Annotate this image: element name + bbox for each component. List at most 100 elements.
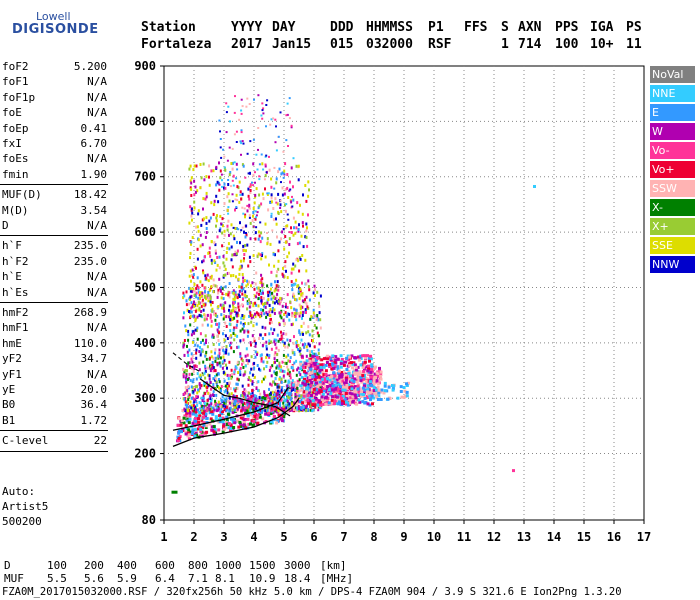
echo-point (363, 354, 367, 358)
echo-point (212, 290, 215, 294)
echo-point (285, 302, 287, 306)
param-row-d: D N/A (2, 219, 107, 233)
echo-point (286, 410, 290, 414)
echo-point (363, 388, 367, 392)
echo-point (196, 337, 199, 341)
echo-point (216, 256, 219, 259)
echo-point (379, 390, 383, 394)
echo-point (286, 293, 289, 297)
echo-point (229, 406, 232, 410)
echo-point (242, 423, 246, 427)
echo-point (255, 303, 258, 307)
echo-point (195, 348, 198, 352)
echo-point (191, 406, 194, 410)
echo-point (278, 302, 281, 306)
echo-point (241, 400, 243, 404)
echo-point (204, 366, 207, 370)
echo-point (259, 221, 262, 224)
echo-point (253, 294, 256, 298)
echo-point (222, 424, 226, 428)
echo-point (194, 388, 196, 392)
hdr-ffs: FFS (464, 20, 488, 35)
echo-point (242, 244, 245, 248)
echo-point (188, 396, 191, 399)
echo-point (284, 361, 287, 365)
echo-point (288, 189, 291, 192)
echo-point (406, 381, 410, 385)
echo-point (224, 400, 227, 404)
echo-point (300, 394, 303, 398)
echo-point (312, 314, 315, 318)
echo-point (258, 178, 261, 181)
echo-point (296, 242, 299, 246)
echo-point (199, 430, 203, 433)
echo-point (177, 430, 181, 433)
x-tick-label: 7 (340, 530, 347, 544)
drow-cell: 600 (155, 559, 175, 572)
echo-point (254, 210, 257, 213)
echo-point (307, 330, 310, 334)
echo-point (188, 286, 191, 290)
echo-point (238, 200, 241, 204)
echo-point (297, 405, 300, 408)
echo-point (232, 328, 235, 332)
param-row-ye: yE 20.0 (2, 383, 107, 397)
echo-point (354, 365, 358, 369)
echo-point (221, 405, 223, 408)
echo-point (188, 310, 190, 313)
echo-point (291, 288, 294, 292)
echo-point (290, 231, 293, 234)
echo-point (197, 229, 200, 233)
echo-point (336, 367, 340, 371)
echo-point (273, 289, 276, 293)
echo-point (224, 372, 227, 376)
echo-point (195, 329, 198, 332)
echo-point (302, 405, 305, 409)
echo-point (210, 410, 214, 414)
echo-point (221, 287, 224, 291)
echo-point (193, 179, 196, 183)
echo-point (309, 397, 312, 401)
echo-point (325, 390, 329, 394)
echo-point (298, 303, 301, 307)
echo-point (262, 360, 265, 364)
echo-point (208, 392, 211, 396)
echo-point (225, 315, 228, 319)
echo-point (266, 353, 269, 357)
echo-point (280, 237, 283, 241)
echo-point (238, 304, 241, 308)
echo-point (299, 373, 302, 377)
echo-point (233, 133, 236, 136)
echo-point (246, 97, 249, 100)
echo-point (251, 391, 254, 395)
echo-point (184, 324, 187, 328)
echo-point (228, 247, 231, 251)
echo-point (250, 419, 254, 423)
echo-point (250, 313, 253, 317)
echo-point (339, 389, 343, 393)
echo-point (336, 357, 340, 361)
param-key: yF2 (2, 352, 22, 366)
echo-point (222, 261, 225, 265)
echo-point (220, 296, 223, 300)
echo-point (302, 332, 304, 336)
echo-point (220, 313, 223, 317)
echo-point (262, 395, 265, 399)
echo-point (277, 409, 280, 413)
echo-point (296, 382, 300, 386)
echo-point (299, 257, 302, 261)
echo-point (351, 394, 355, 398)
drow-cell: 200 (84, 559, 104, 572)
echo-point (230, 368, 233, 372)
echo-point (216, 285, 218, 289)
echo-point (325, 354, 329, 358)
echo-point (190, 240, 193, 244)
echo-point (236, 185, 239, 189)
echo-point (261, 283, 264, 287)
echo-point (270, 118, 273, 121)
echo-point (339, 397, 343, 400)
echo-point (224, 301, 227, 305)
echo-point (223, 166, 226, 169)
echo-point (178, 435, 182, 439)
echo-point (322, 365, 326, 369)
